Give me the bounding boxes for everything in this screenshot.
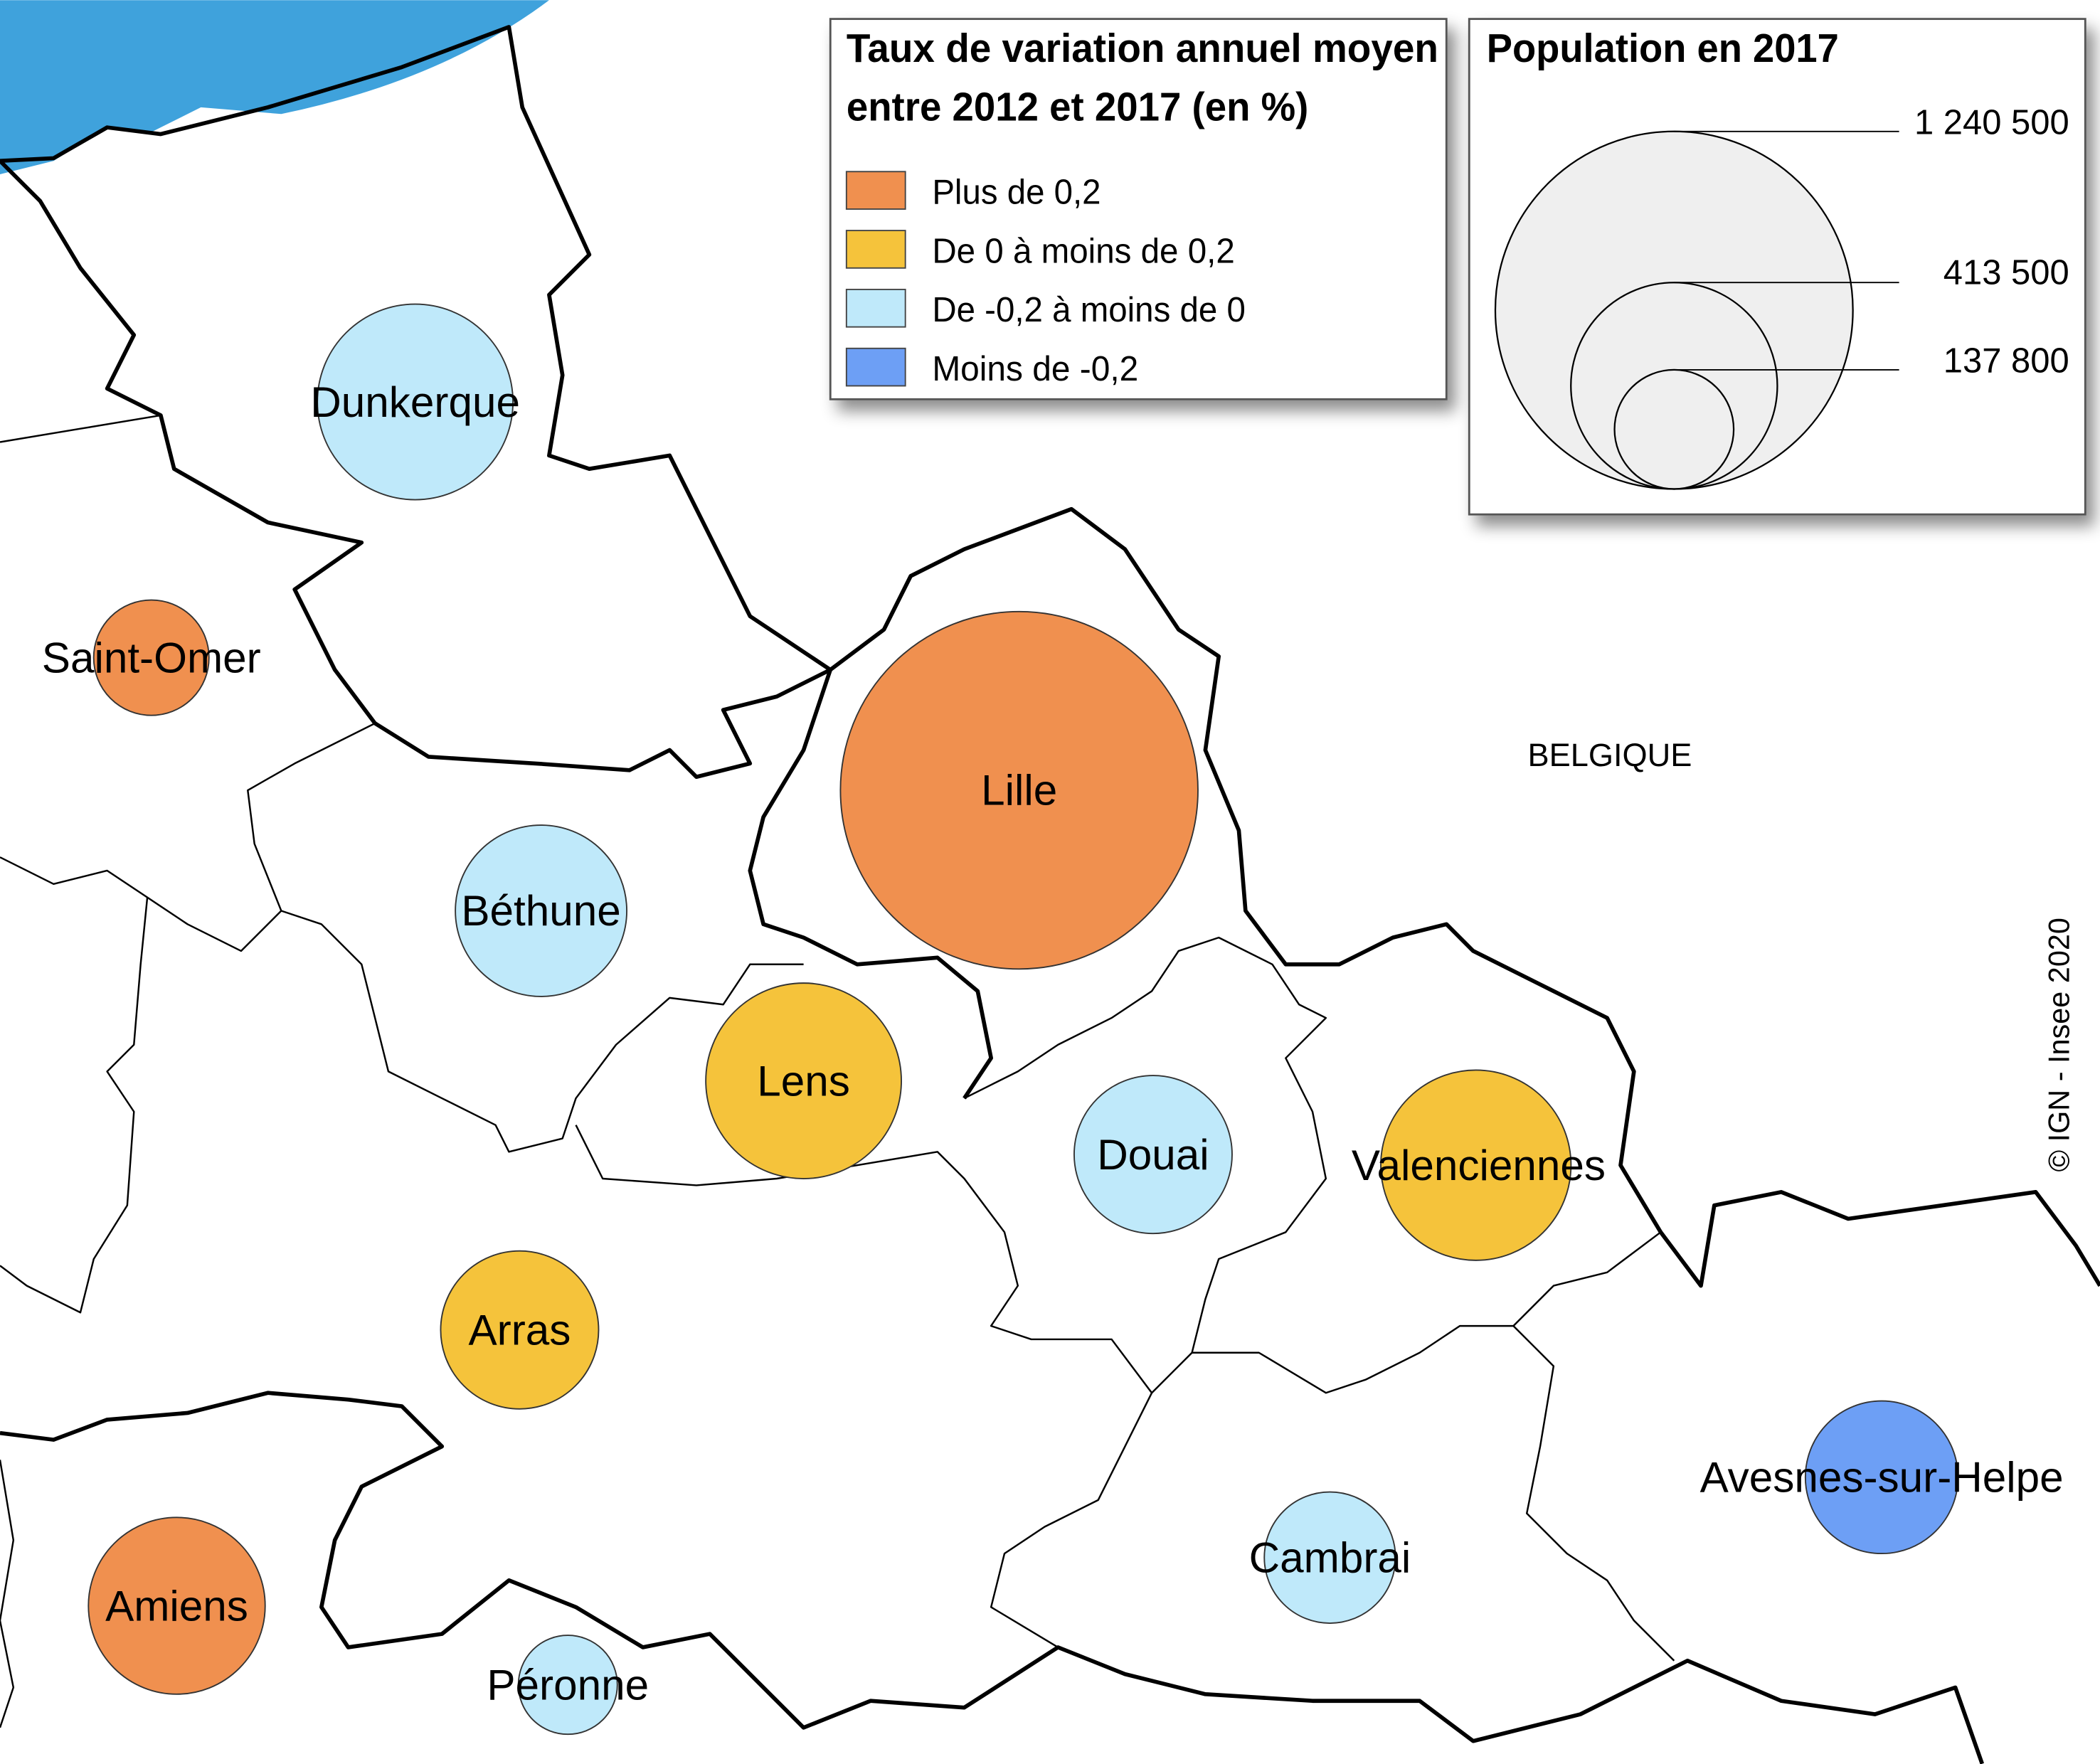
legend-title: Population en 2017 (1487, 26, 1839, 70)
credit: © IGN - Insee 2020 (2043, 918, 2076, 1171)
city-label: Saint-Omer (42, 633, 261, 681)
city-label: Valenciennes (1352, 1141, 1606, 1189)
city-circle (455, 824, 628, 997)
country-label: BELGIQUE (1527, 737, 1692, 773)
legend-swatch (845, 230, 906, 269)
size-label: 413 500 (1943, 253, 2069, 292)
legend-title: entre 2012 et 2017 (en %) (847, 85, 1309, 129)
city-circle (1263, 1491, 1396, 1624)
city-circle (705, 982, 902, 1179)
city-label: Béthune (461, 886, 620, 935)
size-label: 137 800 (1943, 342, 2069, 381)
legend-label: Moins de -0,2 (932, 350, 1138, 388)
cities: Dunkerque Saint-Omer Lille Béthune Lens Douai… (42, 303, 2064, 1736)
city-label: Cambrai (1249, 1534, 1411, 1582)
legend-label: Plus de 0,2 (932, 173, 1101, 211)
legend-sizes: 1 240 500 413 500 137 800 (1494, 104, 2069, 490)
city-label: Péronne (487, 1660, 649, 1709)
city-circle (440, 1250, 600, 1410)
city-circle (88, 1516, 266, 1695)
boundaries (0, 25, 2100, 1764)
legend-swatch (845, 171, 906, 210)
city-label: Lens (757, 1056, 850, 1105)
city-circle (92, 599, 210, 716)
legend-label: De 0 à moins de 0,2 (932, 232, 1234, 270)
legend-swatch (845, 288, 906, 328)
city-label: Avesnes-sur-Helpe (1700, 1453, 2064, 1502)
color-legend: Taux de variation annuel moyen entre 201… (829, 18, 1448, 400)
city-label: Amiens (105, 1581, 248, 1630)
city-circle (839, 610, 1199, 970)
legend-label: De -0,2 à moins de 0 (932, 291, 1246, 329)
city-label: Arras (469, 1305, 571, 1354)
legend-title: Taux de variation annuel moyen (847, 26, 1438, 70)
city-label: Lille (981, 766, 1057, 814)
size-circle (1613, 368, 1735, 490)
size-label: 1 240 500 (1914, 104, 2069, 142)
city-circle (517, 1635, 618, 1736)
city-circle (1804, 1400, 1959, 1555)
city-circle (1073, 1075, 1233, 1235)
city-label: Douai (1097, 1130, 1209, 1179)
city-circle (1380, 1069, 1572, 1261)
legend-swatch (845, 347, 906, 387)
size-legend: Population en 2017 1 240 500 413 500 137 8… (1468, 18, 2086, 516)
city-circle (317, 303, 514, 501)
legend-box (829, 18, 1448, 400)
city-label: Dunkerque (310, 378, 520, 426)
legend-classes: Plus de 0,2 De 0 à moins de 0,2 De -0,2 à … (845, 171, 1246, 388)
